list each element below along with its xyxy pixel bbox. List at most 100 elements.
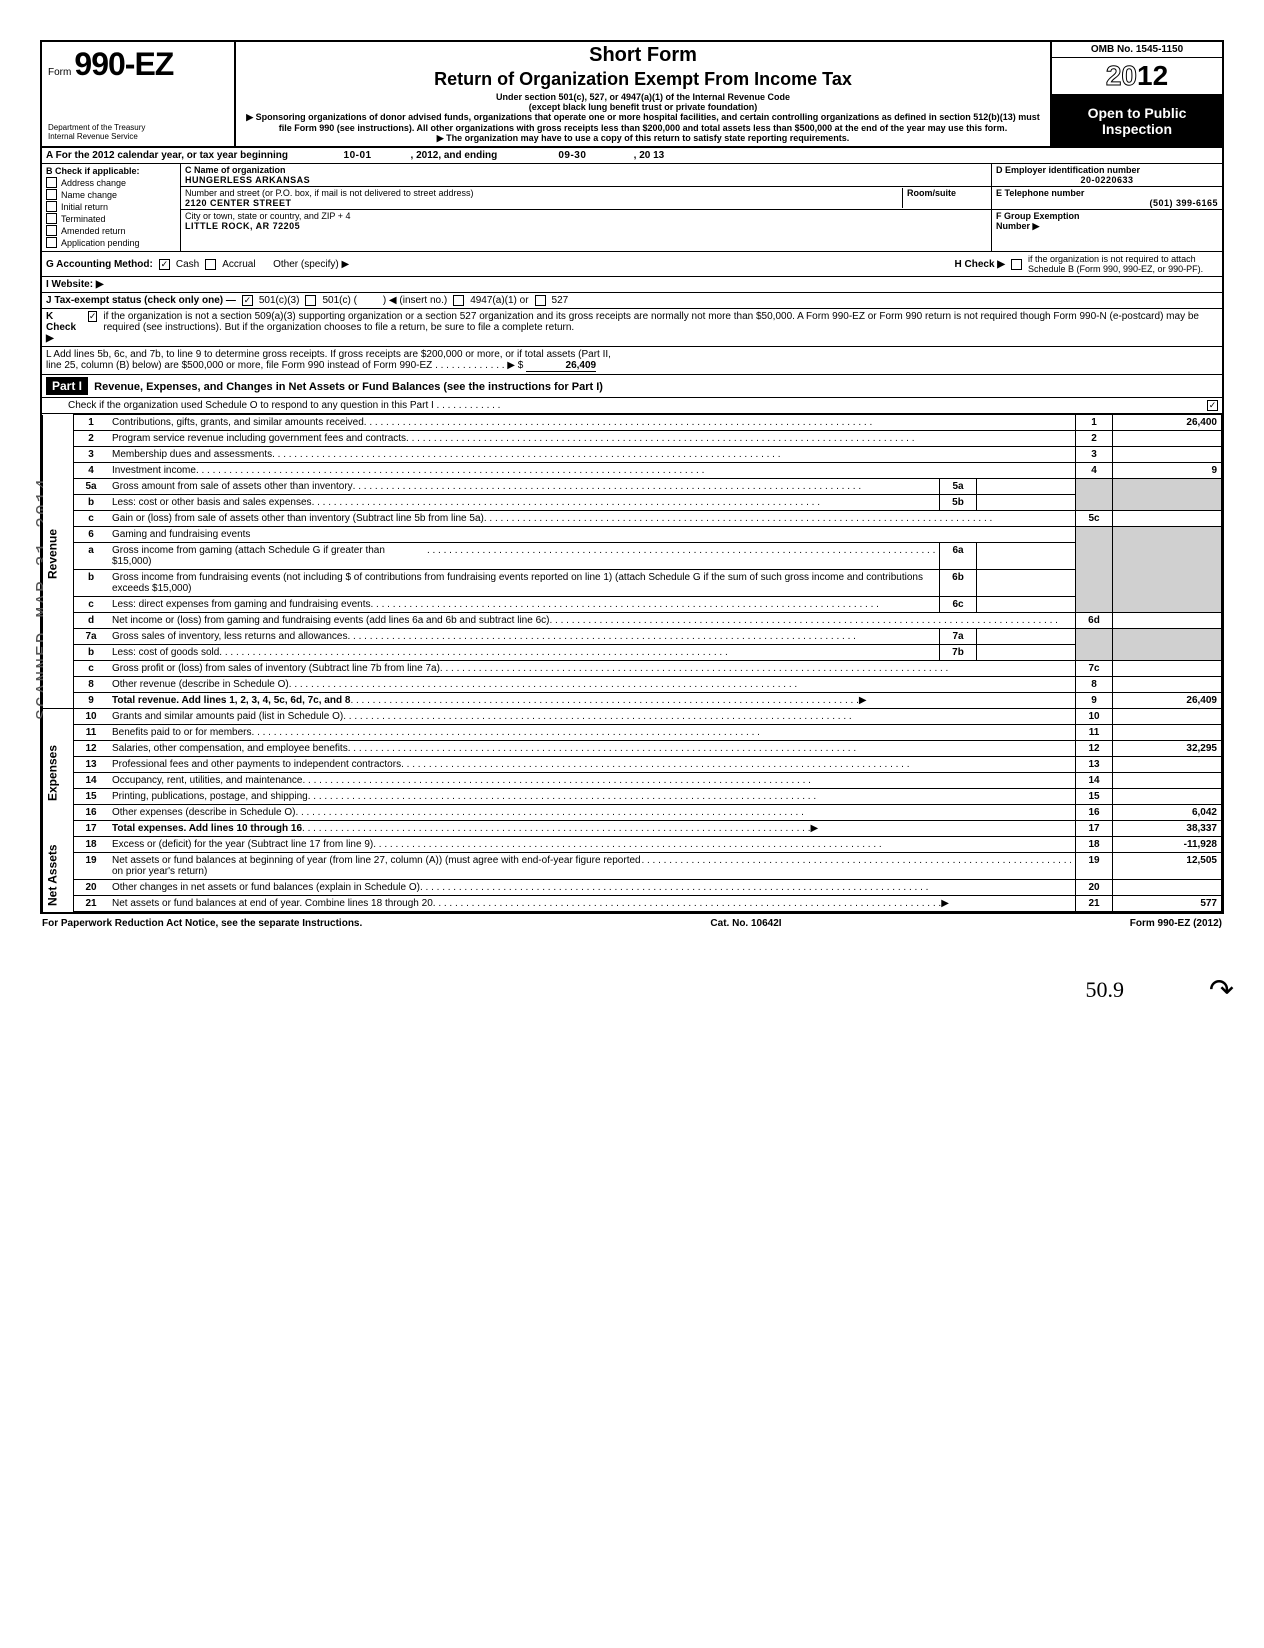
chk-pending[interactable] [46,237,57,248]
line-19-nc: 19 [1076,853,1113,880]
org-name: HUNGERLESS ARKANSAS [185,175,987,185]
g-other: Other (specify) ▶ [273,259,349,270]
line-13-amt [1113,757,1222,773]
handwritten-2: ↷ [1209,973,1234,1008]
line-5b-desc: Less: cost or other basis and sales expe… [112,497,312,508]
line-6-no: 6 [74,527,109,543]
line-6c-desc: Less: direct expenses from gaming and fu… [112,599,370,610]
line-21-amt: 577 [1113,896,1222,912]
tax-year: 2012 [1052,58,1222,95]
line-3-amt [1113,447,1222,463]
line-21-no: 21 [74,896,109,912]
chk-527[interactable] [535,295,546,306]
line-17-nc: 17 [1076,821,1113,837]
chk-initial-return[interactable] [46,201,57,212]
line-5b-midval [977,495,1076,511]
footer-mid: Cat. No. 10642I [710,918,781,929]
line-13-nc: 13 [1076,757,1113,773]
line-8-desc: Other revenue (describe in Schedule O) [112,679,289,690]
g-label: G Accounting Method: [46,259,153,270]
line-7c-nc: 7c [1076,661,1113,677]
header-sub4: ▶ The organization may have to use a cop… [242,133,1044,144]
line-19-desc: Net assets or fund balances at beginning… [112,855,641,877]
line-10-nc: 10 [1076,709,1113,725]
chk-k[interactable]: ✓ [88,311,98,322]
line-9-amt: 26,409 [1113,693,1222,709]
line-1-desc: Contributions, gifts, grants, and simila… [112,417,364,428]
chk-name-change[interactable] [46,189,57,200]
line-18-amt: -11,928 [1113,837,1222,853]
k-text: if the organization is not a section 509… [103,311,1218,333]
line-15-amt [1113,789,1222,805]
line-8-nc: 8 [1076,677,1113,693]
ein: 20-0220633 [996,175,1218,185]
header-right: OMB No. 1545-1150 2012 Open to Public In… [1050,42,1222,146]
line-6c-mid: 6c [940,597,977,613]
line-4-nc: 4 [1076,463,1113,479]
header-sub2: (except black lung benefit trust or priv… [242,102,1044,112]
row-a-end-year: , 20 13 [634,150,665,161]
l-text2: line 25, column (B) below) are $500,000 … [46,360,523,371]
line-2-amt [1113,431,1222,447]
chk-cash[interactable]: ✓ [159,259,170,270]
line-9-nc: 9 [1076,693,1113,709]
line-6-desc: Gaming and fundraising events [112,529,250,540]
line-5c-no: c [74,511,109,527]
j-501c3: 501(c)(3) [259,295,300,306]
col-b: B Check if applicable: Address change Na… [42,164,181,251]
line-6b-desc: Gross income from fundraising events (no… [112,572,923,594]
short-form-title: Short Form [242,44,1044,67]
part1-label: Part I [46,377,88,395]
chk-h[interactable] [1011,259,1022,270]
line-7b-mid: 7b [940,645,977,661]
footer-left: For Paperwork Reduction Act Notice, see … [42,918,362,929]
omb-number: OMB No. 1545-1150 [1052,42,1222,58]
side-revenue: Revenue [43,415,74,693]
line-15-no: 15 [74,789,109,805]
line-10-amt [1113,709,1222,725]
line-11-no: 11 [74,725,109,741]
lines-table: Revenue 1 Contributions, gifts, grants, … [42,414,1222,912]
line-17-amt: 38,337 [1113,821,1222,837]
line-11-amt [1113,725,1222,741]
header-sub3: ▶ Sponsoring organizations of donor advi… [242,112,1044,133]
line-5b-mid: 5b [940,495,977,511]
chk-4947[interactable] [453,295,464,306]
line-7c-no: c [74,661,109,677]
form-header: Form 990-EZ Department of the Treasury I… [42,42,1222,148]
row-a-begin: 10-01 [344,150,372,161]
chk-part1-schedo[interactable]: ✓ [1207,400,1218,411]
h-text: if the organization is not required to a… [1028,254,1218,274]
form-990ez: Form 990-EZ Department of the Treasury I… [40,40,1224,914]
line-5ab-nc [1076,479,1113,511]
chk-501c3[interactable]: ✓ [242,295,253,306]
row-j: J Tax-exempt status (check only one) — ✓… [42,293,1222,309]
chk-501c[interactable] [305,295,316,306]
b-opt-2: Initial return [61,202,108,212]
line-18-desc: Excess or (deficit) for the year (Subtra… [112,839,373,850]
chk-address-change[interactable] [46,177,57,188]
line-7ab-amt [1113,629,1222,661]
dept-line2: Internal Revenue Service [48,133,228,142]
line-5ab-amt [1113,479,1222,511]
f-label2: Number ▶ [996,221,1218,232]
chk-amended[interactable] [46,225,57,236]
footer: For Paperwork Reduction Act Notice, see … [40,914,1224,933]
line-10-no: 10 [74,709,109,725]
part1-check-row: Check if the organization used Schedule … [42,398,1222,414]
j-label: J Tax-exempt status (check only one) — [46,295,236,306]
f-label: F Group Exemption [996,211,1218,221]
j-501c: 501(c) ( [322,295,356,306]
line-12-no: 12 [74,741,109,757]
part1-title: Revenue, Expenses, and Changes in Net As… [94,381,603,393]
line-4-amt: 9 [1113,463,1222,479]
chk-terminated[interactable] [46,213,57,224]
chk-accrual[interactable] [205,259,216,270]
line-6d-amt [1113,613,1222,629]
handwritten-1: 50.9 [1086,977,1125,1003]
city-label: City or town, state or country, and ZIP … [185,211,987,221]
street: 2120 CENTER STREET [185,198,902,208]
line-6a-midval [977,543,1076,570]
k-label: K Check ▶ [46,311,82,344]
l-amount: 26,409 [526,360,596,372]
